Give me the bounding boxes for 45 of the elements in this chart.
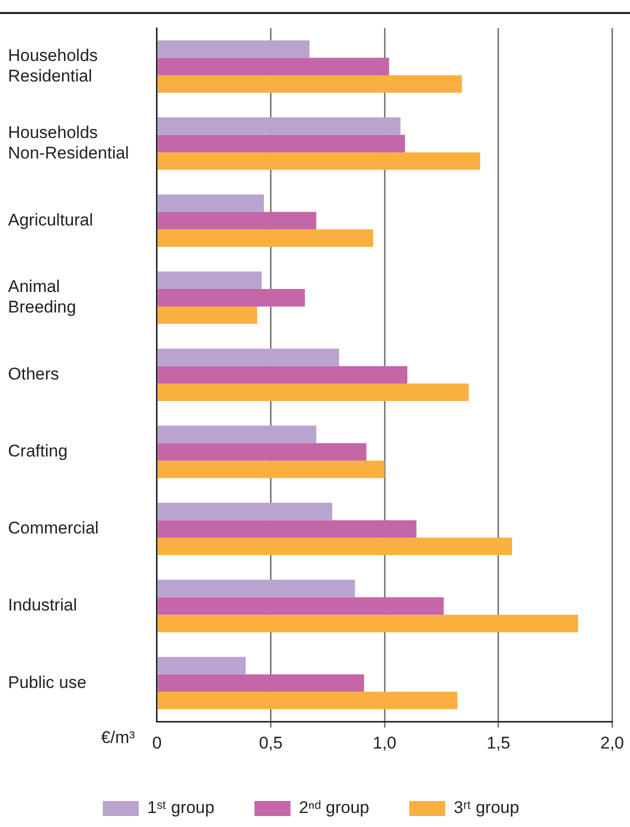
bar	[158, 460, 385, 478]
bar	[158, 366, 408, 384]
y-tick-label: Households Non-Residential	[8, 123, 129, 162]
bar	[158, 692, 458, 710]
bar	[158, 40, 310, 58]
legend-label: 1ˢᵗ group	[147, 798, 214, 818]
bar	[158, 58, 390, 76]
x-tick-label: 1,0	[372, 733, 396, 752]
bar	[158, 152, 480, 170]
bar	[158, 656, 246, 674]
bar	[158, 272, 262, 289]
bar	[158, 674, 364, 692]
bar	[158, 348, 340, 366]
y-tick-label: Animal Breeding	[8, 277, 76, 317]
x-tick-label: 0	[152, 733, 162, 752]
bar	[158, 194, 264, 212]
bar	[158, 520, 416, 538]
bar	[158, 289, 305, 306]
bar	[158, 597, 444, 615]
y-tick-label: Commercial	[8, 518, 99, 538]
bar	[158, 538, 512, 556]
bar	[158, 134, 406, 152]
x-tick-label: 2,0	[600, 733, 624, 752]
legend-label: 2ⁿᵈ group	[298, 798, 370, 818]
bar	[158, 75, 462, 93]
bar	[158, 229, 374, 247]
bar	[158, 306, 258, 324]
bar	[158, 580, 355, 598]
bar	[158, 117, 400, 135]
bar	[158, 426, 316, 444]
x-tick-label: 0,5	[258, 733, 283, 752]
bar	[158, 384, 469, 402]
y-tick-label: Public use	[8, 672, 86, 692]
bar	[158, 614, 578, 632]
x-tick-label: 1,5	[486, 733, 510, 752]
bar	[158, 443, 366, 461]
x-axis-title: €/m³	[100, 728, 136, 747]
y-tick-label: Crafting	[8, 442, 68, 461]
bar	[158, 502, 332, 520]
legend-label: 3ʳᵗ group	[454, 798, 520, 818]
y-tick-label: Others	[8, 364, 60, 384]
bar	[158, 212, 316, 230]
y-tick-label: Households Residential	[8, 46, 98, 86]
y-tick-label: Agricultural	[8, 210, 94, 230]
y-tick-label: Industrial	[8, 596, 77, 615]
